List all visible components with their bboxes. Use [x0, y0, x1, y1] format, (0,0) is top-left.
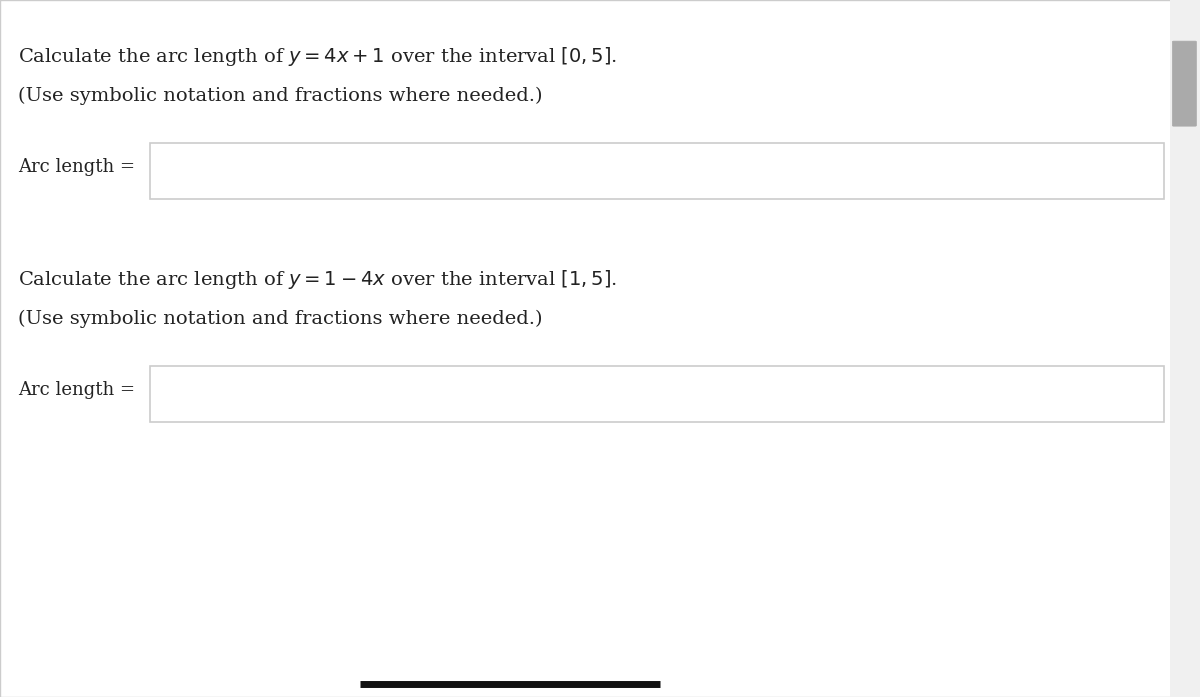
FancyBboxPatch shape — [150, 366, 1164, 422]
Text: Calculate the arc length of $y = 1 - 4x$ over the interval $[1, 5]$.: Calculate the arc length of $y = 1 - 4x$… — [18, 268, 617, 291]
Text: (Use symbolic notation and fractions where needed.): (Use symbolic notation and fractions whe… — [18, 87, 542, 105]
Text: Calculate the arc length of $y = 4x + 1$ over the interval $[0, 5]$.: Calculate the arc length of $y = 4x + 1$… — [18, 45, 617, 68]
FancyBboxPatch shape — [150, 143, 1164, 199]
Text: Arc length =: Arc length = — [18, 158, 134, 176]
FancyBboxPatch shape — [1170, 0, 1200, 697]
Text: (Use symbolic notation and fractions where needed.): (Use symbolic notation and fractions whe… — [18, 310, 542, 328]
FancyBboxPatch shape — [1172, 41, 1196, 126]
Text: Arc length =: Arc length = — [18, 381, 134, 399]
